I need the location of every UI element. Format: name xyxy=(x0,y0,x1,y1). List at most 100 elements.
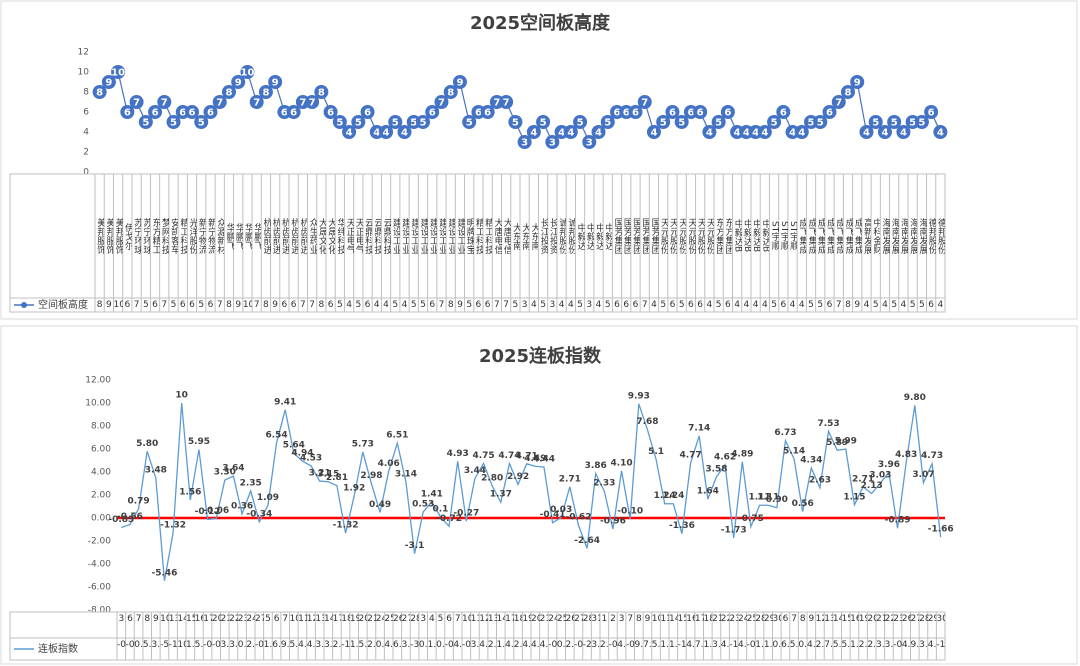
point-marker xyxy=(305,95,320,109)
data-label: 5 xyxy=(678,118,685,129)
category-label: 海南发展 xyxy=(908,218,918,254)
point-marker xyxy=(138,115,153,129)
point-marker xyxy=(674,115,689,129)
data-label: 5 xyxy=(909,118,916,129)
data-label: 3 xyxy=(549,138,556,149)
category-label: 华鹏飞 xyxy=(243,222,253,250)
category-label: 中科金财 xyxy=(871,218,881,254)
data-label: 9 xyxy=(854,78,861,89)
category-label: 天元股份 xyxy=(705,218,715,254)
data-label: 4 xyxy=(743,128,750,139)
table-value: 2.92 xyxy=(513,640,523,650)
table-value: -0.12 xyxy=(203,640,212,650)
y-tick-label: 12.00 xyxy=(85,376,111,386)
category-label: 24 xyxy=(548,614,557,624)
category-label: 21 xyxy=(539,614,549,624)
data-label: -1.32 xyxy=(333,521,359,531)
category-label: 19 xyxy=(349,614,359,624)
table-value: 7.68 xyxy=(643,640,652,650)
data-label: 4.71 xyxy=(516,451,538,461)
category-label: 国芳集团 xyxy=(649,218,659,254)
category-label: 27 xyxy=(255,614,264,624)
table-value: 4.44 xyxy=(539,640,549,650)
data-label: 6 xyxy=(179,108,186,119)
data-label: 1.24 xyxy=(662,491,684,501)
category-label: 中毅达B xyxy=(751,219,761,253)
data-label: 5 xyxy=(891,118,898,129)
table-value: 5 xyxy=(909,300,916,310)
data-label: 4.74 xyxy=(498,451,520,461)
table-value: 6 xyxy=(725,300,731,310)
table-value: 4 xyxy=(595,300,602,310)
chart-title: 2025空间板高度 xyxy=(470,12,611,34)
category-label: 大唐电信 xyxy=(492,218,502,254)
point-marker xyxy=(850,75,865,89)
data-label: 5.99 xyxy=(835,437,857,447)
data-label: 6 xyxy=(124,108,131,119)
category-label: 31 xyxy=(591,614,600,624)
data-label: 6 xyxy=(152,108,159,119)
data-label: 4 xyxy=(761,128,768,139)
category-label: 长江投资 xyxy=(547,218,557,254)
table-value: 4 xyxy=(743,300,750,310)
category-label: 19 xyxy=(858,614,868,624)
data-label: 1.92 xyxy=(343,483,365,493)
data-label: 4 xyxy=(881,128,888,139)
table-value: -0.75 xyxy=(746,640,756,650)
point-marker xyxy=(360,105,375,119)
data-label: 3.15 xyxy=(317,469,339,479)
point-marker xyxy=(840,85,855,99)
category-label: 杭齿前进 xyxy=(289,218,299,254)
point-marker xyxy=(342,125,357,139)
category-label: 21 xyxy=(876,614,885,624)
table-value: 1.09 xyxy=(263,640,273,650)
data-label: 5.80 xyxy=(136,439,158,449)
category-label: 3 xyxy=(420,614,427,624)
y-tick-label: 12 xyxy=(78,48,89,58)
table-value: 8 xyxy=(845,300,851,310)
table-value: -1.73 xyxy=(729,640,738,650)
data-label: 9 xyxy=(235,78,242,89)
data-label: 7 xyxy=(216,98,223,109)
category-label: 5 xyxy=(437,614,444,624)
data-label: 7 xyxy=(299,98,306,109)
data-label: 4.62 xyxy=(714,452,736,462)
data-label: 6 xyxy=(928,108,935,119)
y-tick-label: 2 xyxy=(83,148,89,158)
table-value: 5 xyxy=(142,300,149,310)
category-label: 华鹏飞 xyxy=(233,222,243,250)
category-label: 杭齿前进 xyxy=(270,218,280,254)
y-tick-label: 6 xyxy=(83,108,89,118)
table-value: 5 xyxy=(715,300,722,310)
data-label: 0.03 xyxy=(550,505,572,515)
category-label: 中毅达B xyxy=(732,219,742,253)
table-value: 5 xyxy=(817,300,824,310)
point-marker xyxy=(332,115,347,129)
category-label: 13 xyxy=(487,614,497,624)
table-value: 9 xyxy=(854,300,861,310)
data-label: 4.49 xyxy=(524,454,546,464)
category-label: 20 xyxy=(867,614,876,624)
table-value: -3.1 xyxy=(410,640,419,650)
data-label: 3.96 xyxy=(878,460,900,470)
table-value: 5.80 xyxy=(142,640,152,650)
category-label: 23 xyxy=(237,614,247,624)
table-value: 6 xyxy=(179,300,186,310)
category-label: 26 xyxy=(393,614,402,624)
category-label: 天元股份 xyxy=(686,218,696,254)
data-label: 5 xyxy=(817,118,824,129)
data-label: 4 xyxy=(798,128,805,139)
point-marker xyxy=(157,95,172,109)
category-label: 28 xyxy=(755,614,764,624)
point-marker xyxy=(563,125,578,139)
table-value: 2.80 xyxy=(487,640,497,650)
data-label: -0.27 xyxy=(453,509,479,519)
point-marker xyxy=(397,125,412,139)
data-label: 6 xyxy=(632,108,639,119)
data-label: -0.34 xyxy=(246,509,272,519)
category-label: 梦网科技 xyxy=(159,218,169,254)
data-label: 7 xyxy=(503,98,510,109)
point-marker xyxy=(914,115,929,129)
point-marker xyxy=(443,85,458,99)
